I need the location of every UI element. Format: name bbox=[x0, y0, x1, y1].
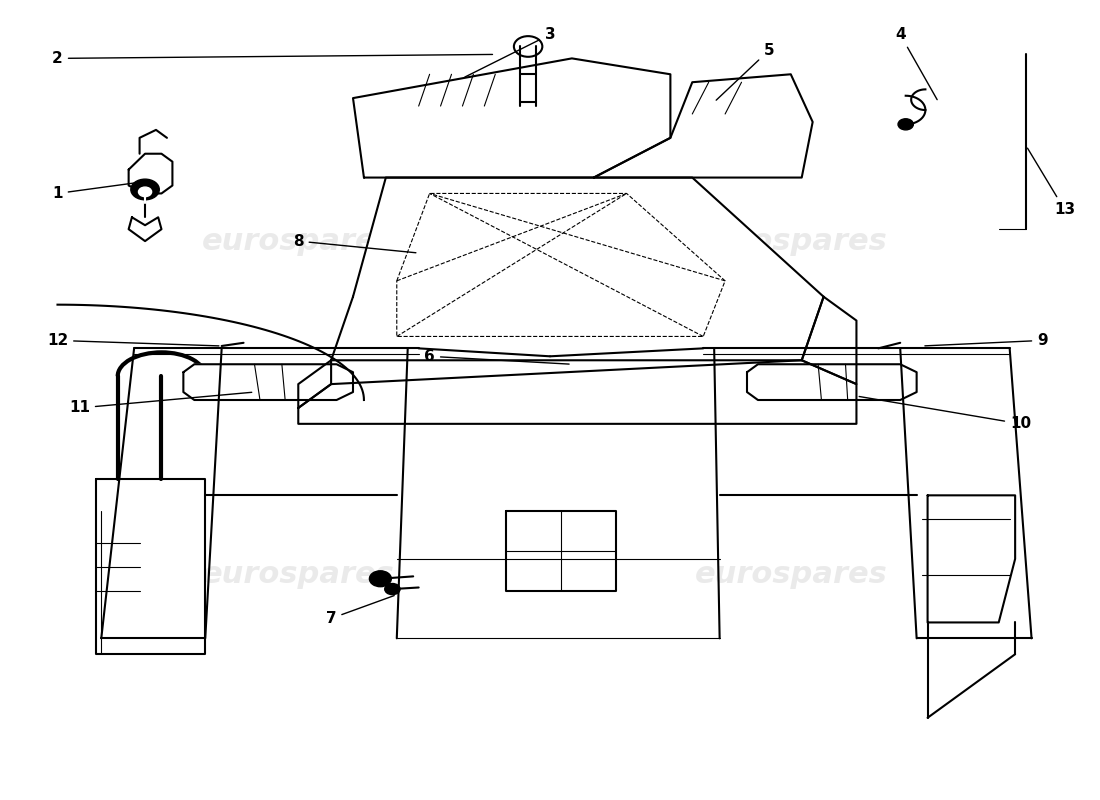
Circle shape bbox=[385, 583, 400, 594]
Text: 3: 3 bbox=[465, 27, 556, 77]
Circle shape bbox=[131, 179, 160, 200]
Text: eurospares: eurospares bbox=[694, 560, 888, 590]
Polygon shape bbox=[594, 74, 813, 178]
Polygon shape bbox=[802, 297, 857, 384]
Text: eurospares: eurospares bbox=[202, 226, 395, 256]
Polygon shape bbox=[129, 154, 173, 194]
Polygon shape bbox=[927, 495, 1015, 622]
Polygon shape bbox=[298, 360, 857, 424]
Circle shape bbox=[370, 571, 392, 586]
Text: 1: 1 bbox=[53, 182, 142, 201]
Text: 10: 10 bbox=[859, 397, 1031, 431]
Polygon shape bbox=[184, 364, 353, 400]
Text: 4: 4 bbox=[895, 27, 937, 100]
Text: 8: 8 bbox=[293, 234, 416, 253]
Circle shape bbox=[139, 187, 152, 197]
Polygon shape bbox=[331, 178, 824, 360]
Text: eurospares: eurospares bbox=[694, 226, 888, 256]
Polygon shape bbox=[298, 360, 331, 408]
Text: 12: 12 bbox=[47, 333, 219, 348]
Text: 5: 5 bbox=[716, 43, 774, 100]
Polygon shape bbox=[96, 479, 206, 654]
Polygon shape bbox=[353, 58, 670, 178]
Text: 2: 2 bbox=[52, 51, 493, 66]
Text: 9: 9 bbox=[925, 333, 1048, 348]
Polygon shape bbox=[506, 511, 616, 590]
Text: 7: 7 bbox=[326, 595, 394, 626]
Text: 11: 11 bbox=[69, 392, 252, 415]
Polygon shape bbox=[747, 364, 916, 400]
Text: eurospares: eurospares bbox=[202, 560, 395, 590]
Polygon shape bbox=[129, 218, 162, 241]
Text: 6: 6 bbox=[425, 349, 569, 364]
Circle shape bbox=[898, 118, 913, 130]
Text: 13: 13 bbox=[1027, 148, 1075, 217]
